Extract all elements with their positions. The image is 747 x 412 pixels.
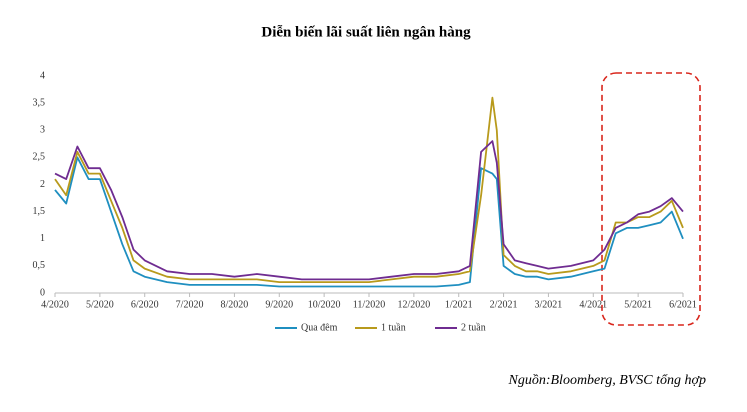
x-tick-label: 12/2020 [397, 299, 430, 310]
x-tick-label: 6/2021 [669, 299, 697, 310]
x-tick-label: 7/2020 [176, 299, 204, 310]
x-tick-label: 1/2021 [445, 299, 473, 310]
x-tick-label: 10/2020 [308, 299, 341, 310]
x-tick-label: 4/2020 [41, 299, 69, 310]
y-tick-label: 0 [40, 287, 45, 298]
x-tick-label: 11/2020 [353, 299, 385, 310]
y-tick-label: 2,5 [33, 152, 46, 163]
x-tick-label: 5/2021 [624, 299, 652, 310]
x-tick-label: 3/2021 [535, 299, 563, 310]
chart-title: Diễn biến lãi suất liên ngân hàng [261, 24, 471, 40]
highlight-box [601, 72, 701, 326]
y-tick-label: 2 [40, 179, 45, 190]
series-line [54, 156, 684, 288]
series-line [54, 140, 684, 281]
y-tick-label: 4 [40, 70, 45, 81]
y-tick-label: 1 [40, 233, 45, 244]
x-tick-label: 9/2020 [265, 299, 293, 310]
legend-label: 2 tuần [461, 322, 486, 333]
y-tick-label: 0,5 [33, 260, 46, 271]
x-tick-label: 4/2021 [579, 299, 607, 310]
y-tick-label: 3 [40, 125, 45, 136]
x-tick-label: 6/2020 [131, 299, 159, 310]
y-tick-label: 3,5 [33, 97, 46, 108]
legend-label: 1 tuần [381, 322, 406, 333]
x-tick-label: 5/2020 [86, 299, 114, 310]
x-tick-label: 2/2021 [490, 299, 518, 310]
series-line [54, 96, 684, 283]
legend-label: Qua đêm [301, 322, 338, 333]
source-note: Nguồn:Bloomberg, BVSC tổng hợp [508, 373, 707, 388]
x-tick-label: 8/2020 [221, 299, 249, 310]
y-tick-label: 1,5 [33, 206, 46, 217]
